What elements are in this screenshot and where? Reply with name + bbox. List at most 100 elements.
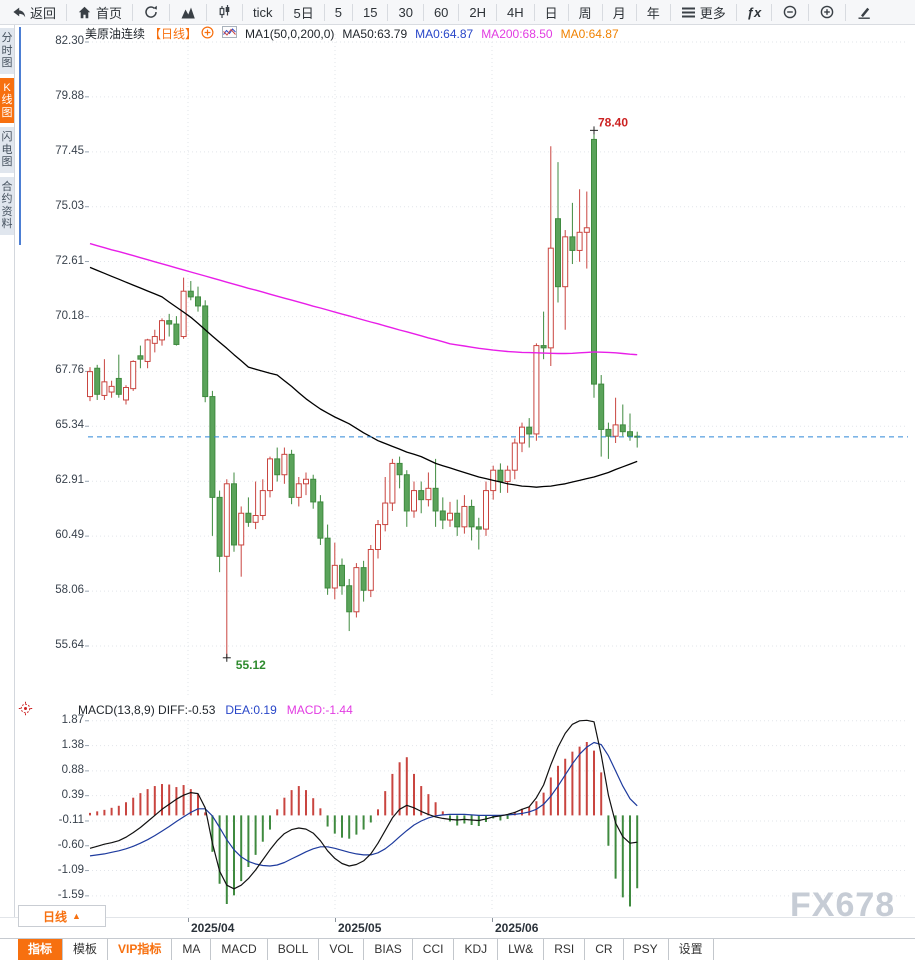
macd-axis-label: -0.11 xyxy=(58,813,84,826)
candle-body xyxy=(303,478,309,485)
sidebar-active-indicator xyxy=(19,27,21,245)
ma50-value: MA50:63.79 xyxy=(342,26,408,41)
home-icon xyxy=(77,5,92,20)
add-compare-icon[interactable] xyxy=(201,25,214,42)
candle-body xyxy=(195,296,201,307)
toolbar-day-label: 日 xyxy=(544,5,558,21)
candle-body xyxy=(274,458,281,476)
price-axis-label: 82.30 xyxy=(55,35,84,47)
top-toolbar: 返回 首页 tick 5日 5 15 30 60 2H 4H 日 周 月 年 更多 ƒx xyxy=(0,0,915,25)
x-axis-month-label: 2025/04 xyxy=(191,921,235,935)
indicator-tab-KDJ[interactable]: KDJ xyxy=(454,939,499,960)
toolbar-60m-button[interactable]: 60 xyxy=(424,3,460,21)
candle-body xyxy=(259,490,266,517)
toolbar-more-button[interactable]: 更多 xyxy=(671,3,737,21)
candle-body xyxy=(331,564,338,589)
toolbar-year-button[interactable]: 年 xyxy=(637,3,671,21)
price-axis-label: 72.61 xyxy=(55,254,84,267)
candle-body xyxy=(562,236,569,288)
toolbar-month-button[interactable]: 月 xyxy=(603,3,637,21)
toolbar-4h-label: 4H xyxy=(507,4,524,20)
toolbar-5m-button[interactable]: 5 xyxy=(325,3,353,21)
candle-body xyxy=(295,483,302,498)
toolbar-15m-button[interactable]: 15 xyxy=(353,3,389,21)
candle-body xyxy=(461,505,468,528)
toolbar-week-label: 周 xyxy=(578,5,592,21)
symbol-title: 美原油连续 xyxy=(85,27,146,41)
candle-body xyxy=(389,462,396,504)
indicator-tab-MA[interactable]: MA xyxy=(172,939,212,960)
candle-body xyxy=(439,510,446,521)
sidebar-item-合约资料[interactable]: 合约资料 xyxy=(0,176,14,235)
candle-body xyxy=(123,387,129,401)
indicator-tab-设置[interactable]: 设置 xyxy=(669,939,714,960)
candle-body xyxy=(483,490,489,530)
toolbar-mountain-chart-button[interactable] xyxy=(170,3,208,21)
toolbar-zoom-out-button[interactable] xyxy=(772,3,810,21)
x-axis-tick xyxy=(188,918,189,922)
toolbar-30m-label: 30 xyxy=(398,4,413,20)
candle-body xyxy=(418,490,425,501)
macd-diff-line xyxy=(89,719,638,890)
toolbar-4h-button[interactable]: 4H xyxy=(497,3,535,21)
low-price-annotation: 55.12 xyxy=(236,658,266,672)
candle-body xyxy=(627,431,633,437)
sidebar-item-闪电图[interactable]: 闪电图 xyxy=(0,127,14,173)
toolbar-tick-button[interactable]: tick xyxy=(243,3,284,21)
toolbar-5d-button[interactable]: 5日 xyxy=(284,3,325,21)
indicator-tab-CR[interactable]: CR xyxy=(585,939,624,960)
toolbar-draw-button[interactable] xyxy=(846,4,882,21)
indicator-tab-BOLL[interactable]: BOLL xyxy=(268,939,320,960)
candle-body xyxy=(202,305,209,398)
candle-body xyxy=(425,487,432,501)
toolbar-candlestick-mode-button[interactable] xyxy=(207,3,244,21)
macd-axis-label: 1.87 xyxy=(61,713,84,726)
chevron-up-icon: ▲ xyxy=(72,911,81,921)
toolbar-2h-button[interactable]: 2H xyxy=(459,3,498,21)
ma-params: MA1(50,0,200,0) xyxy=(245,26,335,41)
candle-body xyxy=(504,469,511,483)
toolbar-refresh-button[interactable] xyxy=(133,3,171,21)
toolbar-fx-button[interactable]: ƒx xyxy=(737,3,773,21)
indicator-settings-icon[interactable] xyxy=(18,701,33,721)
toolbar-30m-button[interactable]: 30 xyxy=(388,3,424,21)
macd-axis-label: -1.09 xyxy=(57,863,84,876)
candle-body xyxy=(382,502,389,526)
indicator-tab-BIAS[interactable]: BIAS xyxy=(364,939,413,960)
indicator-tab-CCI[interactable]: CCI xyxy=(413,939,455,960)
indicator-tab-PSY[interactable]: PSY xyxy=(624,939,669,960)
back-arrow-icon xyxy=(10,5,26,20)
indicator-tab-MACD[interactable]: MACD xyxy=(211,939,268,960)
indicator-tab-LW&[interactable]: LW& xyxy=(498,939,545,960)
x-axis-month-label: 2025/05 xyxy=(338,921,382,935)
candle-body xyxy=(547,247,554,349)
sidebar-item-分时图[interactable]: 分时图 xyxy=(0,28,14,74)
indicator-tab-RSI[interactable]: RSI xyxy=(544,939,586,960)
toolbar-week-button[interactable]: 周 xyxy=(569,3,603,21)
indicator-tab-VOL[interactable]: VOL xyxy=(319,939,365,960)
candle-body xyxy=(353,567,360,613)
candle-body xyxy=(166,320,173,325)
candle-body xyxy=(346,585,353,613)
period-selector-button[interactable]: 日线 ▲ xyxy=(18,905,106,927)
indicator-tab-模板[interactable]: 模板 xyxy=(63,939,109,960)
indicator-tab-VIP指标[interactable]: VIP指标 xyxy=(108,939,173,960)
candle-body xyxy=(137,355,144,360)
macd-diff-value: MACD(13,8,9) DIFF:-0.53 xyxy=(78,702,216,717)
toolbar-zoom-in-button[interactable] xyxy=(809,3,847,21)
toolbar-day-button[interactable]: 日 xyxy=(535,3,569,21)
toolbar-home-label: 首页 xyxy=(96,5,123,21)
toolbar-home-button[interactable]: 首页 xyxy=(67,3,134,21)
indicator-tab-指标[interactable]: 指标 xyxy=(18,939,64,960)
toolbar-5d-label: 5日 xyxy=(293,5,314,21)
candle-body xyxy=(101,381,108,396)
candle-body xyxy=(209,396,216,498)
candle-body xyxy=(310,478,317,503)
toolbar-back-button[interactable]: 返回 xyxy=(0,3,68,21)
ma0-blue-value: MA0:64.87 xyxy=(415,26,474,41)
candle-body xyxy=(367,548,374,591)
indicator-tabbar: 指标 模板 VIP指标 MA MACD BOLL VOL BIAS CCI KDJ LW& RSI CR… xyxy=(0,938,915,960)
